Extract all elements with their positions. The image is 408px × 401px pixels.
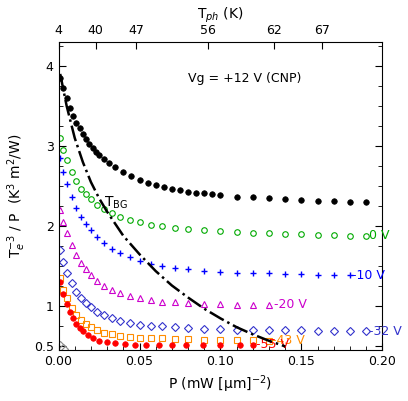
Text: -55 V: -55 V [256,338,289,351]
Text: -20 V: -20 V [274,298,307,311]
Text: -32 V: -32 V [369,325,402,338]
X-axis label: T$_{ph}$ (K): T$_{ph}$ (K) [197,6,244,25]
Text: -43 V: -43 V [272,334,305,347]
Y-axis label: T$_e^{-3}$ / P  (K$^3$ m$^2$/W): T$_e^{-3}$ / P (K$^3$ m$^2$/W) [6,134,28,258]
Text: Vg = +12 V (CNP): Vg = +12 V (CNP) [188,72,302,85]
Text: T$_{\rm BG}$: T$_{\rm BG}$ [104,194,128,211]
X-axis label: P (mW [μm]$^{-2}$): P (mW [μm]$^{-2}$) [169,374,273,395]
Text: 0 V: 0 V [369,229,390,242]
Text: -10 V: -10 V [352,269,384,282]
